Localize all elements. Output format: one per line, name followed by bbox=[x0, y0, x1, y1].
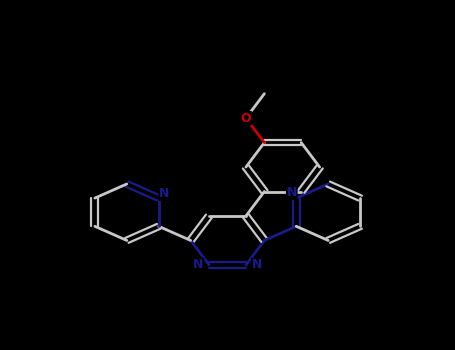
Text: N: N bbox=[193, 258, 203, 271]
Text: N: N bbox=[252, 258, 262, 271]
Text: N: N bbox=[159, 188, 169, 201]
Text: N: N bbox=[287, 187, 297, 199]
Text: O: O bbox=[241, 112, 251, 125]
